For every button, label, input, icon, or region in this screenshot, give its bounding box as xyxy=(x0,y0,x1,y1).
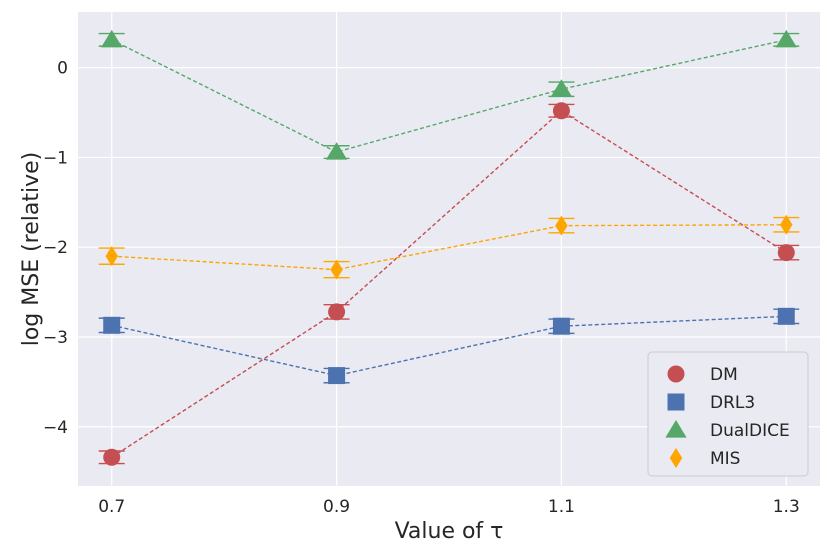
data-point-drl3 xyxy=(778,308,795,325)
legend-label-dm: DM xyxy=(710,365,738,385)
data-point-drl3 xyxy=(328,367,345,384)
x-tick-label: 1.3 xyxy=(773,497,800,517)
x-axis-label: Value of τ xyxy=(395,519,504,544)
log-mse-chart: 0.7 0.9 1.1 1.3 0 −1 −2 −3 −4 Value of τ log MSE… xyxy=(0,0,830,554)
legend-marker-dm xyxy=(668,366,685,383)
y-tick-label: −4 xyxy=(43,418,68,438)
data-point-dm xyxy=(328,303,345,320)
data-point-dm xyxy=(103,449,120,466)
data-point-dm xyxy=(553,102,570,119)
y-tick-label: 0 xyxy=(57,59,68,79)
data-point-drl3 xyxy=(103,317,120,334)
y-axis-label: log MSE (relative) xyxy=(19,152,44,347)
y-tick-label: −3 xyxy=(43,328,68,348)
legend-label-drl3: DRL3 xyxy=(710,393,755,413)
legend-label-dualdice: DualDICE xyxy=(710,421,790,441)
data-point-dm xyxy=(778,244,795,261)
y-tick-label: −1 xyxy=(43,148,68,168)
y-tick-label: −2 xyxy=(43,238,68,258)
x-tick-label: 0.7 xyxy=(98,497,125,517)
x-tick-label: 1.1 xyxy=(548,497,575,517)
x-tick-label: 0.9 xyxy=(323,497,350,517)
legend-label-mis: MIS xyxy=(710,449,740,469)
data-point-drl3 xyxy=(553,318,570,335)
legend-marker-drl3 xyxy=(668,394,685,411)
legend: DM DRL3 DualDICE MIS xyxy=(648,352,808,476)
